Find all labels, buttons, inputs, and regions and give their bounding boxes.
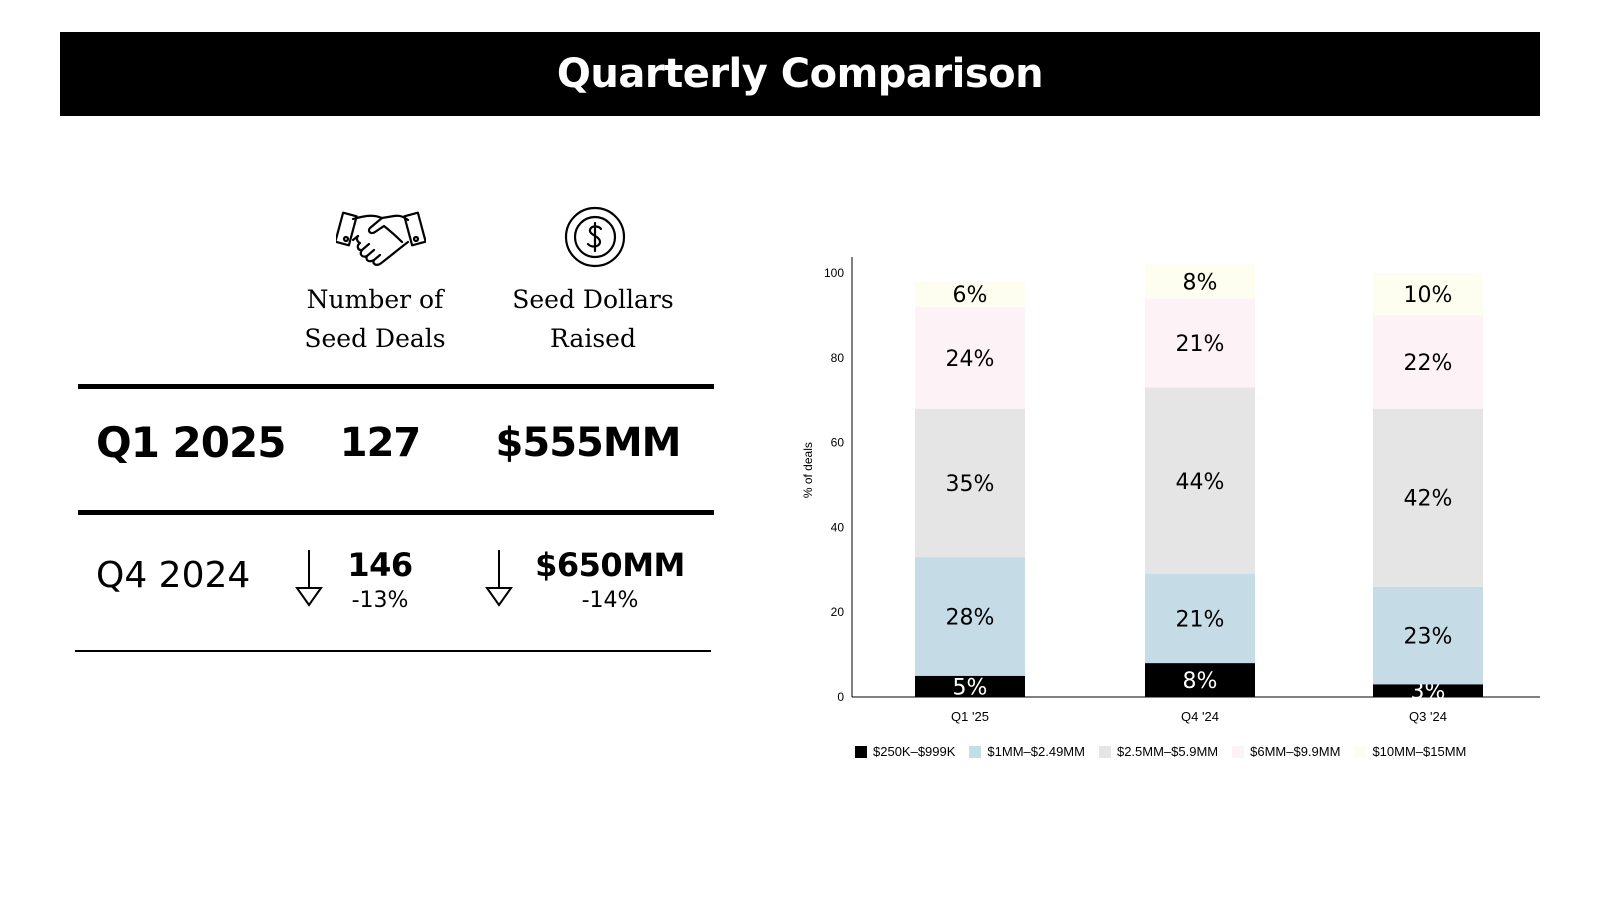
bar-segment (1145, 264, 1255, 299)
legend-item: $250K–$999K (855, 744, 955, 759)
bar-data-label: 8% (1183, 270, 1218, 295)
previous-deals-value: 146 (347, 546, 413, 584)
down-arrow-icon (484, 548, 514, 613)
legend-swatch (1354, 745, 1367, 758)
down-arrow-icon (294, 548, 324, 613)
legend-swatch (1098, 745, 1111, 758)
bar-segment (1373, 586, 1483, 685)
legend-item: $1MM–$2.49MM (969, 744, 1085, 759)
legend-swatch (1232, 745, 1245, 758)
bar-segment (1145, 663, 1255, 697)
legend-item: $6MM–$9.9MM (1232, 744, 1340, 759)
header-deals-line-1: Number of (306, 285, 444, 314)
bar-segment (915, 281, 1025, 307)
bar-segment (1145, 574, 1255, 664)
dollars-change-value: -14% (581, 588, 639, 613)
bar-segment (1373, 408, 1483, 587)
legend-swatch (969, 745, 982, 758)
chart-legend: $250K–$999K $1MM–$2.49MM $2.5MM–$5.9MM $6MM… (855, 744, 1466, 759)
divider-top (78, 384, 714, 389)
bar-segment (915, 557, 1025, 676)
bar-segment (915, 306, 1025, 409)
bar-data-label: 35% (946, 472, 995, 497)
x-tick-label: Q1 '25 (951, 709, 989, 724)
bar-data-label: 22% (1404, 351, 1453, 376)
bar-data-label: 44% (1176, 470, 1225, 495)
bar-segment (1373, 684, 1483, 697)
current-dollars-value: $555MM (495, 420, 682, 466)
previous-dollars-value: $650MM (535, 546, 685, 584)
header-deals-line-2: Seed Deals (304, 324, 446, 353)
bar-segment (1145, 298, 1255, 388)
bar-segment (915, 675, 1025, 697)
bar-data-label: 8% (1183, 669, 1218, 694)
legend-swatch (855, 745, 867, 758)
bar-data-label: 28% (946, 605, 995, 630)
y-tick-label: 20 (831, 605, 845, 619)
bar-segment (1145, 387, 1255, 575)
y-tick-label: 80 (831, 351, 845, 365)
legend-label: $6MM–$9.9MM (1250, 744, 1341, 759)
y-tick-label: 40 (831, 520, 845, 534)
divider-middle (78, 510, 714, 515)
current-quarter-label: Q1 2025 (96, 418, 286, 467)
legend-label: $10MM–$15MM (1372, 744, 1467, 759)
bar-data-label: 23% (1404, 625, 1453, 650)
deals-change-value: -13% (351, 588, 409, 613)
header-number-of-seed-deals: Number of Seed Deals (260, 280, 490, 358)
y-tick-label: 60 (831, 436, 845, 450)
bar-data-label: 6% (953, 283, 988, 308)
title-banner: Quarterly Comparison (60, 32, 1540, 116)
dollar-coin-icon (564, 206, 626, 273)
legend-label: $250K–$999K (873, 744, 956, 759)
y-axis-label: % of deals (801, 442, 815, 498)
bar-segment (1373, 273, 1483, 316)
handshake-icon (334, 206, 427, 273)
legend-item: $10MM–$15MM (1354, 744, 1466, 759)
current-deals-value: 127 (339, 420, 422, 466)
header-dollars-line-2: Raised (550, 324, 636, 353)
y-tick-label: 100 (824, 266, 844, 280)
x-tick-label: Q4 '24 (1181, 709, 1219, 724)
x-tick-label: Q3 '24 (1409, 709, 1447, 724)
bar-data-label: 5% (953, 675, 988, 700)
y-tick-label: 0 (837, 690, 844, 704)
bar-data-label: 24% (946, 347, 995, 372)
legend-label: $1MM–$2.49MM (987, 744, 1085, 759)
bar-segment (915, 408, 1025, 558)
header-seed-dollars-raised: Seed Dollars Raised (478, 280, 708, 358)
bar-data-label: 42% (1404, 487, 1453, 512)
bar-data-label: 21% (1176, 332, 1225, 357)
bar-data-label: 21% (1176, 608, 1225, 633)
legend-label: $2.5MM–$5.9MM (1116, 744, 1219, 759)
bar-segment (1373, 315, 1483, 409)
previous-quarter-label: Q4 2024 (96, 555, 251, 596)
stacked-bar-chart: 0 20 40 60 80 100 % of deals 5% 28% 35% 24% 6% Q1 '2… (801, 257, 1540, 724)
header-dollars-line-1: Seed Dollars (512, 285, 674, 314)
page-title: Quarterly Comparison (556, 51, 1044, 97)
bar-data-label: 10% (1404, 283, 1453, 308)
legend-item: $2.5MM–$5.9MM (1098, 744, 1219, 759)
divider-bottom (75, 650, 711, 652)
